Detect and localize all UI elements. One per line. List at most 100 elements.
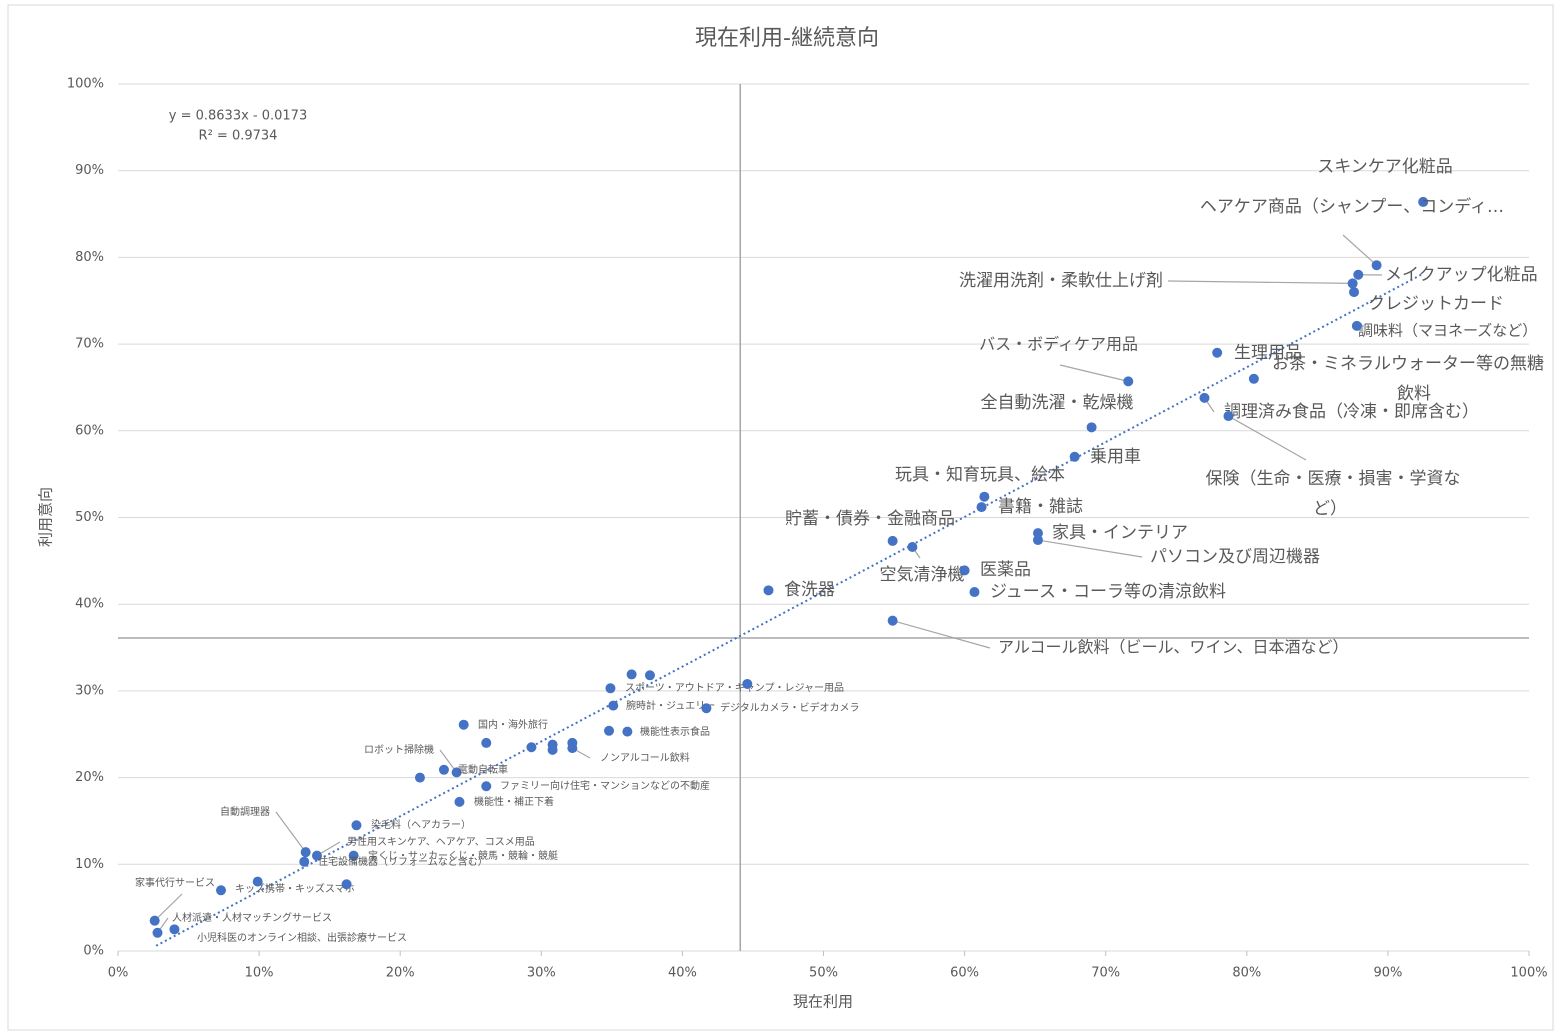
point (887, 615, 898, 626)
point-label: 男性用スキンケア、ヘアケア、コスメ用品 (347, 835, 535, 848)
point-label: 玩具・知育玩具、絵本 (895, 465, 1065, 485)
x-tick-label: 40% (668, 966, 697, 981)
y-tick-label: 30% (75, 683, 104, 698)
point (907, 541, 918, 552)
point-label: 国内・海外旅行 (478, 718, 548, 731)
point (1199, 392, 1210, 403)
point (1349, 287, 1360, 298)
point (351, 820, 362, 831)
point (701, 703, 712, 714)
point-label: 染毛料（ヘアカラー） (371, 818, 471, 831)
point (526, 742, 537, 753)
point-label: ロボット掃除機 (364, 743, 434, 756)
leader-line (892, 620, 991, 649)
x-tick-label: 60% (950, 966, 979, 981)
leader-line (1342, 234, 1378, 266)
trendline-equation: y = 0.8633x - 0.0173 (169, 109, 307, 124)
point-label: 貯蓄・債券・金融商品 (785, 509, 955, 529)
point (1223, 411, 1234, 422)
point-label: 宝くじ・サッカーくじ・競馬・競輪・競艇 (368, 849, 558, 862)
leader-line (1167, 280, 1353, 285)
point (604, 725, 615, 736)
y-tick-label: 90% (75, 163, 104, 178)
point (1418, 196, 1429, 207)
point (1248, 373, 1259, 384)
point-label: 家事代行サービス (135, 876, 215, 889)
point (887, 535, 898, 546)
point-label: ジュース・コーラ等の清涼飲料 (990, 582, 1226, 602)
point-label: 生理用品 (1234, 343, 1302, 363)
x-tick-label: 10% (245, 966, 274, 981)
point (763, 585, 774, 596)
point (742, 678, 753, 689)
point (169, 924, 180, 935)
point (1069, 451, 1080, 462)
point-label: 電動自転車 (458, 763, 508, 776)
point (547, 744, 558, 755)
point-label: 自動調理器 (220, 805, 270, 818)
point (969, 587, 980, 598)
leader-line (275, 811, 307, 853)
point (481, 737, 492, 748)
y-tick-label: 80% (75, 250, 104, 265)
x-axis-label: 現在利用 (793, 993, 853, 1011)
y-tick-label: 10% (75, 857, 104, 872)
point-label: 洗濯用洗剤・柔軟仕上げ剤 (959, 271, 1163, 291)
point-label: 空気清浄機 (880, 565, 965, 585)
leader-line (1228, 415, 1307, 461)
point (1032, 528, 1043, 539)
point-label: デジタルカメラ・ビデオカメラ (720, 701, 860, 714)
point-label: 家具・インテリア (1052, 523, 1188, 543)
point (414, 772, 425, 783)
point (149, 915, 160, 926)
point-label: 全自動洗濯・乾燥機 (981, 393, 1134, 413)
point (644, 670, 655, 681)
point (438, 764, 449, 775)
chart-title: 現在利用-継続意向 (695, 26, 879, 51)
y-tick-label: 60% (75, 423, 104, 438)
y-tick-label: 40% (75, 597, 104, 612)
trendline (155, 272, 1424, 947)
point (976, 502, 987, 513)
trendline-r-squared: R² = 0.9734 (199, 129, 278, 144)
point-label: 調味料（マヨネーズなど） (1358, 322, 1537, 340)
point (299, 856, 310, 867)
point (311, 850, 322, 861)
point (622, 726, 633, 737)
point-label: 腕時計・ジュエリー (626, 699, 715, 712)
x-tick-label: 90% (1373, 966, 1402, 981)
x-tick-label: 70% (1091, 966, 1120, 981)
point-label: スキンケア化粧品 (1317, 157, 1453, 177)
x-tick-label: 80% (1232, 966, 1261, 981)
leader-line (154, 893, 183, 922)
y-tick-label: 100% (67, 77, 104, 92)
point (481, 781, 492, 792)
leader-line (1037, 539, 1143, 558)
point (1351, 320, 1362, 331)
point-label: バス・ボディケア用品 (979, 335, 1138, 354)
point (252, 876, 263, 887)
point-label: メイクアップ化粧品 (1385, 265, 1538, 285)
point (1212, 347, 1223, 358)
x-tick-label: 0% (108, 966, 129, 981)
point (1086, 422, 1097, 433)
point-label: ファミリー向け住宅・マンションなどの不動産 (500, 779, 710, 792)
point-label: 小児科医のオンライン相談、出張診療サービス (197, 931, 407, 944)
point (979, 491, 990, 502)
point-label: スポーツ・アウトドア・キャンプ・レジャー用品 (625, 682, 844, 694)
point-label: 保険（生命・医療・損害・学資な (1206, 469, 1461, 489)
point-label: 人材派遣・人材マッチングサービス (172, 911, 332, 924)
point (300, 847, 311, 858)
point (1123, 376, 1134, 387)
point (152, 927, 163, 938)
point-label: ど） (1313, 499, 1347, 519)
point (605, 683, 616, 694)
x-tick-label: 30% (527, 966, 556, 981)
point (1371, 260, 1382, 271)
point (341, 879, 352, 890)
point-label: 調理済み食品（冷凍・即席含む） (1224, 402, 1479, 422)
x-tick-label: 20% (386, 966, 415, 981)
x-tick-label: 100% (1510, 966, 1547, 981)
